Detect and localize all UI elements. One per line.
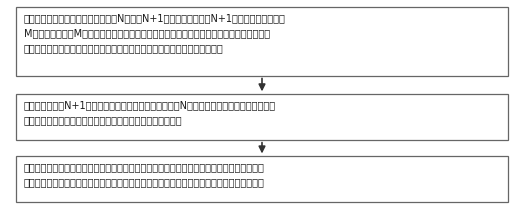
Text: 首先，确定待测二次线缆的芯线数量N，选取N+1个接线电阻，计算N+1个接线电阻的阻值和
M，选取电源值为M的电源，通过串联电路的分压原理可以算得任意一个接线电阻: 首先，确定待测二次线缆的芯线数量N，选取N+1个接线电阻，计算N+1个接线电阻的… <box>24 13 286 53</box>
FancyBboxPatch shape <box>16 157 508 202</box>
Text: 然后通过开关把N+1个接线电阻串联在电源之间，同时把N个二次线缆的芯线的一端分别与任
两个接线电阻之间接线节点相连，并分别对接线节点依次编号: 然后通过开关把N+1个接线电阻串联在电源之间，同时把N个二次线缆的芯线的一端分别… <box>24 100 276 125</box>
FancyBboxPatch shape <box>16 95 508 140</box>
Text: 使用电压测量装置对任意两个待测二次线缆的芯线的另一端进行电压测量，根据测量结果通过
与电压差值表比对从而得到当前被测两个芯线的对应编号，然后依次测量即可实现芯线: 使用电压测量装置对任意两个待测二次线缆的芯线的另一端进行电压测量，根据测量结果通… <box>24 162 265 186</box>
FancyBboxPatch shape <box>16 8 508 76</box>
